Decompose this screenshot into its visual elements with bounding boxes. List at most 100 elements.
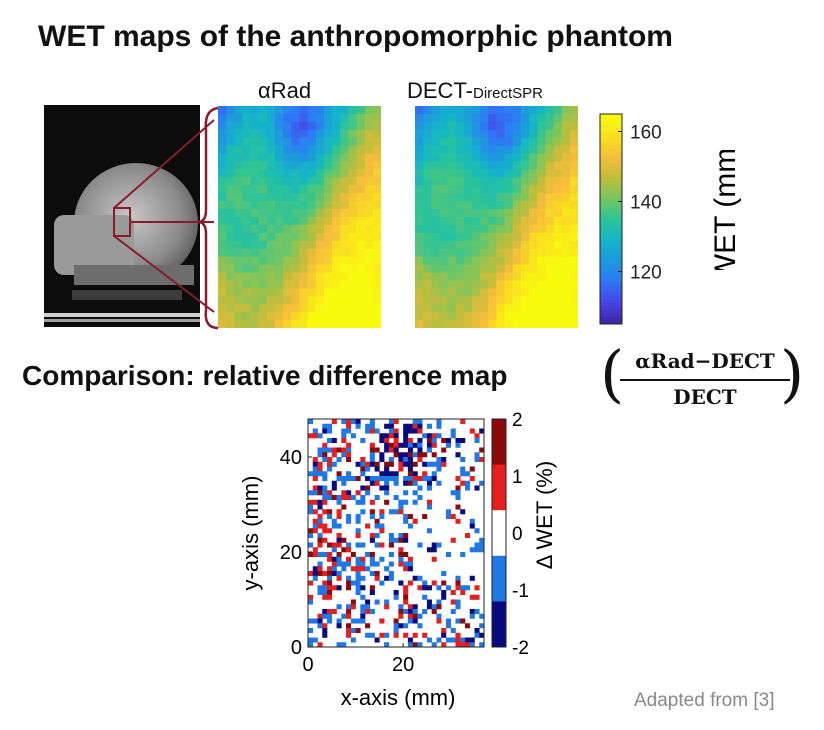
diff-cell <box>308 637 314 643</box>
wet-cell <box>348 113 358 123</box>
diff-cell <box>403 438 409 444</box>
wet-cell <box>258 240 268 250</box>
diff-cell <box>312 485 318 491</box>
diff-cell <box>369 447 375 453</box>
diff-cell <box>412 632 418 638</box>
wet-cell <box>266 224 276 234</box>
wet-cell <box>307 256 317 266</box>
wet-cell <box>480 224 489 234</box>
diff-cell <box>412 642 418 648</box>
diff-cell <box>436 585 442 591</box>
diff-cell <box>469 547 475 553</box>
wet-cell <box>372 217 381 226</box>
wet-cell <box>218 129 227 139</box>
diff-cell <box>355 571 361 577</box>
wet-cell <box>488 320 498 328</box>
wet-cell <box>234 232 244 242</box>
difference-colorbar-label: Δ WET (%) <box>532 461 557 569</box>
wet-cell <box>348 129 358 139</box>
wet-cell <box>299 169 309 178</box>
diff-cell <box>308 642 314 648</box>
wet-cell <box>283 145 292 155</box>
diff-cell <box>327 461 333 467</box>
diff-cell <box>331 547 337 553</box>
wet-cell <box>307 153 317 163</box>
wet-cell <box>439 145 449 155</box>
diff-colorbar-tick-label: -2 <box>512 638 529 659</box>
wet-cell <box>537 185 546 194</box>
wet-cell <box>291 296 301 305</box>
wet-cell <box>439 264 449 274</box>
wet-cell <box>307 113 317 123</box>
wet-cell <box>299 288 309 297</box>
wet-cell <box>455 217 465 226</box>
wet-cell <box>512 137 522 147</box>
wet-cell <box>472 145 481 155</box>
diff-cell <box>360 594 366 600</box>
diff-cell <box>422 461 428 467</box>
wet-colorbar-segment <box>600 187 622 192</box>
wet-cell <box>332 161 341 171</box>
wet-cell <box>553 153 563 163</box>
wet-cell <box>512 129 522 139</box>
diff-cell <box>479 547 485 553</box>
wet-cell <box>266 209 276 218</box>
wet-colorbar-segment <box>600 121 622 125</box>
wet-cell <box>439 224 449 234</box>
wet-cell <box>529 106 538 115</box>
diff-cell <box>327 495 333 501</box>
wet-cell <box>234 256 244 266</box>
diff-cell <box>374 575 380 581</box>
wet-cell <box>480 232 489 242</box>
wet-cell <box>496 240 506 250</box>
diff-cell <box>384 471 390 477</box>
wet-cell <box>291 193 301 202</box>
formula-denominator: DECT <box>673 385 737 409</box>
wet-cell <box>242 312 252 321</box>
wet-cell <box>569 153 578 163</box>
wet-colorbar-segment <box>600 205 622 209</box>
wet-cell <box>348 137 358 147</box>
wet-cell <box>504 137 514 147</box>
wet-cell <box>234 145 244 155</box>
diff-cell <box>331 523 337 529</box>
wet-cell <box>218 145 227 155</box>
wet-cell <box>488 106 498 115</box>
diff-cell <box>327 566 333 572</box>
wet-cell <box>496 256 506 266</box>
diff-cell <box>407 580 413 586</box>
wet-cell <box>472 177 481 186</box>
diff-cell <box>355 561 361 567</box>
difference-cells <box>308 419 485 648</box>
diff-cell <box>374 542 380 548</box>
wet-cell <box>431 312 441 321</box>
wet-cell <box>561 320 571 328</box>
wet-cell <box>488 232 498 242</box>
diff-cell <box>393 480 399 486</box>
diff-cell <box>460 457 466 463</box>
wet-cell <box>332 217 341 226</box>
diff-cell <box>445 514 452 520</box>
wet-cell <box>496 177 506 186</box>
wet-cell <box>480 296 489 305</box>
wet-colorbar-segment <box>600 222 622 227</box>
wet-cell <box>332 240 341 250</box>
diff-cell <box>341 547 347 553</box>
wet-cell <box>364 264 374 274</box>
diff-cell <box>384 490 390 496</box>
diff-cell <box>464 623 471 629</box>
diff-cell <box>445 637 452 643</box>
diff-cell <box>350 566 356 572</box>
wet-cell <box>226 248 235 258</box>
wet-cell <box>537 232 546 242</box>
wet-colorbar-segment <box>600 268 622 272</box>
wet-cell <box>463 137 473 147</box>
diff-cell <box>474 438 480 444</box>
wet-cell <box>364 296 374 305</box>
wet-cell <box>226 296 235 305</box>
diff-cell <box>327 571 333 577</box>
diff-cell <box>398 537 404 543</box>
diff-cell <box>474 585 480 591</box>
diff-cell <box>331 556 337 562</box>
wet-cell <box>512 161 522 171</box>
